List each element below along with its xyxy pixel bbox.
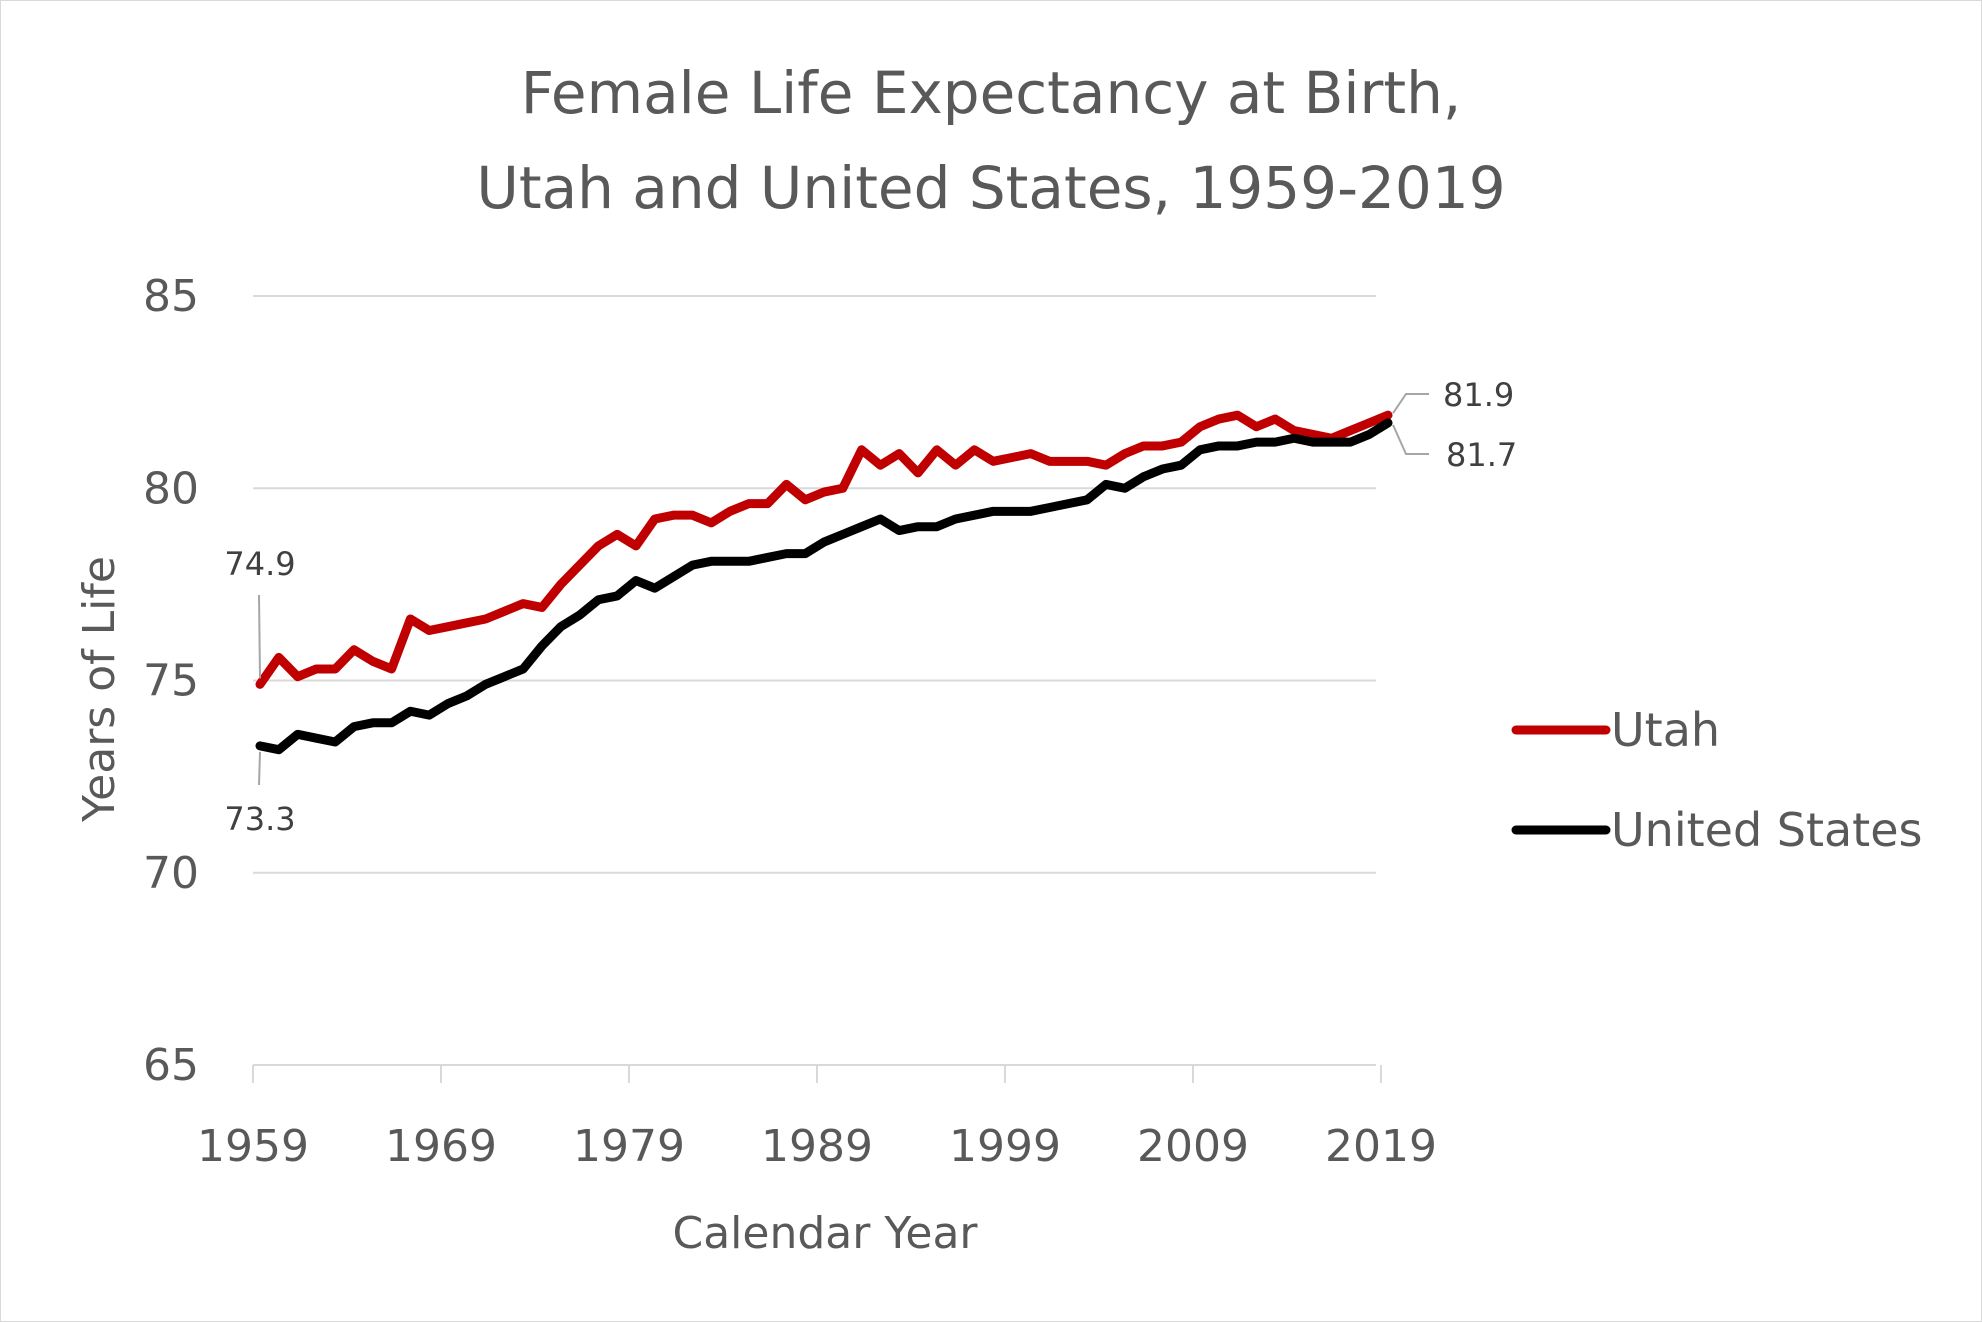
legend-label-utah: Utah (1611, 703, 1720, 757)
gridlines (253, 295, 1376, 874)
leader-line-2 (1392, 393, 1429, 414)
x-axis: 1959 1969 1979 1989 1999 2009 2019 (197, 1064, 1437, 1172)
x-tick-label-1989: 1989 (761, 1121, 873, 1172)
x-tick-label-1979: 1979 (573, 1121, 685, 1172)
y-tick-label-75: 75 (143, 656, 199, 707)
series-lines (255, 410, 1393, 755)
y-tick-label-70: 70 (143, 848, 199, 899)
x-tick-label-1959: 1959 (197, 1121, 309, 1172)
leader-line-1 (258, 751, 261, 786)
data-label-81-9: 81.9 (1443, 376, 1514, 414)
data-labels: 74.9 73.3 81.9 81.7 (224, 376, 1517, 838)
leader-line-0 (258, 594, 261, 679)
y-tick-label-85: 85 (143, 271, 199, 322)
legend-label-united-states: United States (1611, 803, 1923, 857)
y-tick-label-80: 80 (143, 463, 199, 514)
x-tick-label-2019: 2019 (1325, 1121, 1437, 1172)
x-axis-title: Calendar Year (673, 1208, 979, 1259)
y-axis-title: Years of Life (74, 556, 125, 823)
data-label-81-7: 81.7 (1446, 436, 1517, 474)
y-axis: 65 70 75 80 85 (143, 271, 199, 1091)
series-line-united-states (255, 418, 1393, 755)
x-tick-label-2009: 2009 (1137, 1121, 1249, 1172)
series-line-utah (255, 410, 1393, 689)
leader-line-3 (1392, 424, 1429, 455)
chart-title-line-2: Utah and United States, 1959-2019 (476, 154, 1505, 222)
legend: Utah United States (1511, 703, 1923, 857)
chart-title: Female Life Expectancy at Birth, Utah an… (476, 59, 1505, 222)
chart-title-line-1: Female Life Expectancy at Birth, (521, 59, 1462, 127)
y-tick-label-65: 65 (143, 1040, 199, 1091)
x-tick-label-1999: 1999 (949, 1121, 1061, 1172)
data-label-74-9: 74.9 (224, 545, 295, 583)
data-label-73-3: 73.3 (224, 800, 295, 838)
x-tick-label-1969: 1969 (385, 1121, 497, 1172)
